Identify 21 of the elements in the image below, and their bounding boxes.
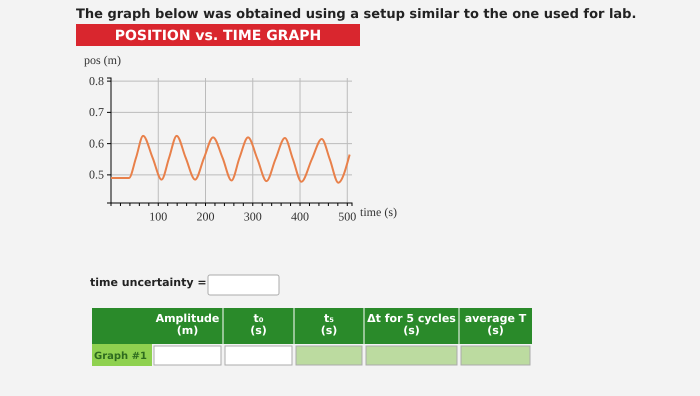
chart-subtitle: POSITION vs. TIME GRAPH xyxy=(114,28,322,44)
text: t₀ (s) xyxy=(250,312,267,337)
y-tick-label: 0.5 xyxy=(89,168,104,182)
text: Amplitude (m) xyxy=(156,312,220,337)
x-tick-label: 400 xyxy=(291,210,310,224)
x-tick-label: 100 xyxy=(149,210,168,224)
x-tick-label: 500 xyxy=(338,210,356,224)
x-axis-title: time (s) xyxy=(360,205,397,219)
text: time uncertainty = xyxy=(90,276,207,289)
y-axis-title: pos (m) xyxy=(84,53,121,67)
text: Δt for 5 cycles (s) xyxy=(367,312,456,337)
text: t₅ (s) xyxy=(320,312,338,337)
text: average T (s) xyxy=(464,312,527,337)
y-tick-label: 0.7 xyxy=(89,105,104,120)
x-tick-label: 300 xyxy=(244,210,262,224)
x-tick-label: 200 xyxy=(196,210,215,224)
y-tick-label: 0.6 xyxy=(89,136,104,150)
line-series xyxy=(110,134,351,184)
chart-title: The graph below was obtained using a setup similar to the one used for lab. xyxy=(76,7,636,22)
y-tick-label: 0.8 xyxy=(89,74,104,88)
text: Graph #1 xyxy=(94,351,148,362)
